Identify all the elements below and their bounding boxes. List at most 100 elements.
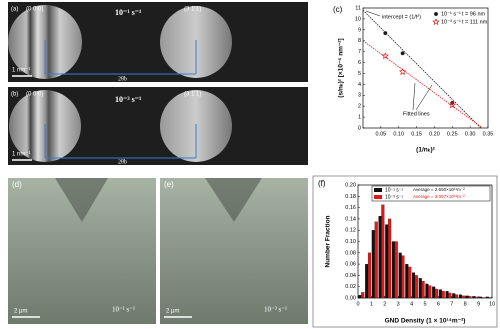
annotation: Fitted lines xyxy=(403,111,430,117)
panel-a: (a) (0 0 0) (3 1̄ 1) 10⁻¹ s⁻¹ 1 nm⁻¹ 2θb xyxy=(8,2,308,82)
angle-label: 2θb xyxy=(118,159,127,165)
fit-line xyxy=(362,40,483,129)
y-tick-label: 1 xyxy=(358,115,361,121)
panel-e: (e) 10⁻³ s⁻¹ 2 μm xyxy=(160,178,308,324)
y-tick-label: 0.00 xyxy=(345,295,356,301)
y-tick-label: 0.12 xyxy=(345,228,356,234)
histogram-bar xyxy=(394,241,398,299)
histogram-bar xyxy=(448,292,452,299)
x-tick-label: 0.10 xyxy=(393,131,404,137)
legend-label: 10⁻³ s⁻¹ xyxy=(385,194,403,200)
x-tick-label: 3 xyxy=(397,301,400,307)
x-tick-label: 8 xyxy=(464,301,467,307)
fit-line xyxy=(362,9,482,129)
histogram-bar xyxy=(488,297,492,299)
rate-label: 10⁻¹ s⁻¹ xyxy=(112,306,135,314)
y-tick-label: 6 xyxy=(358,60,361,66)
histogram-bar xyxy=(367,252,371,299)
histogram-bar xyxy=(432,286,436,299)
histogram-bar xyxy=(398,252,402,299)
histogram-bar xyxy=(365,264,369,299)
x-tick-label: 4 xyxy=(410,301,413,307)
y-tick-label: 0.14 xyxy=(345,216,356,222)
histogram-bar xyxy=(475,296,479,299)
rate-label: 10⁻³ s⁻¹ xyxy=(264,306,287,314)
legend-label: 10⁻¹ s⁻¹ xyxy=(385,187,403,193)
panel-d: (d) 10⁻¹ s⁻¹ 2 μm xyxy=(8,178,156,324)
star-marker xyxy=(448,101,457,109)
panel-label: (c) xyxy=(333,5,343,14)
legend-note: t = 96 nm xyxy=(462,11,486,17)
x-tick-label: 0.05 xyxy=(375,131,386,137)
x-tick-label: 0.15 xyxy=(411,131,422,137)
legend-label: 10⁻¹ s⁻¹ xyxy=(441,11,461,17)
x-tick-label: 1 xyxy=(370,301,373,307)
indent xyxy=(205,178,262,222)
scale-label: 1 nm⁻¹ xyxy=(12,68,31,74)
x-tick-label: 5 xyxy=(423,301,426,307)
y-tick-label: 4 xyxy=(358,82,361,88)
arrow xyxy=(412,82,416,111)
y-axis-label: Number Fraction xyxy=(325,215,332,267)
x-tick-label: 0.30 xyxy=(465,131,476,137)
legend-note: t = 111 nm xyxy=(462,19,488,25)
histogram-bar xyxy=(385,224,389,299)
histogram-bar xyxy=(479,296,483,299)
scale-label: 2 μm xyxy=(14,309,27,315)
y-tick-label: 0.20 xyxy=(345,182,356,188)
histogram-bar xyxy=(361,292,365,299)
star-marker xyxy=(381,52,390,60)
y-tick-label: 3 xyxy=(358,93,361,99)
histogram-bar xyxy=(408,266,412,299)
legend-label: 10⁻³ s⁻¹ xyxy=(441,19,461,25)
star-marker xyxy=(398,67,407,75)
y-tick-label: 0.10 xyxy=(345,239,356,245)
y-tick-label: 0.08 xyxy=(345,250,356,256)
histogram-bar xyxy=(425,283,429,299)
arrow xyxy=(365,10,381,17)
annotation: intercept = (1/t²) xyxy=(382,14,421,20)
plot-frame xyxy=(357,184,493,299)
histogram-bar xyxy=(441,291,445,299)
x-tick-label: 2 xyxy=(383,301,386,307)
x-axis-label: (1/nₖ)² xyxy=(416,147,435,154)
y-tick-label: 0.16 xyxy=(345,205,356,211)
histogram-bar xyxy=(405,264,409,299)
histogram-bar xyxy=(434,288,438,299)
histogram-bar xyxy=(485,296,489,299)
histogram-bar xyxy=(381,204,385,299)
spot-label: (3 1̄ 1) xyxy=(184,7,201,13)
panel-label: (b) xyxy=(11,92,18,98)
y-tick-label: 0.06 xyxy=(345,262,356,268)
histogram-bar xyxy=(452,293,456,299)
spot-label: (0 0 0) xyxy=(26,7,43,13)
spot-label: (0 0 0) xyxy=(26,92,43,98)
panel-label: (e) xyxy=(164,180,174,189)
legend-note: Average = 2.650×10¹⁴m⁻² xyxy=(413,187,465,192)
y-tick-label: 9 xyxy=(358,27,361,33)
y-tick-label: 2 xyxy=(358,104,361,110)
histogram-bar xyxy=(421,280,425,299)
histogram-bar xyxy=(438,289,442,299)
angle-label: 2θb xyxy=(118,76,127,82)
circle-marker xyxy=(433,11,439,17)
rate-label: 10⁻³ s⁻¹ xyxy=(115,95,142,104)
legend-frame xyxy=(371,185,491,202)
histogram-bar xyxy=(468,296,472,299)
rate-label: 10⁻¹ s⁻¹ xyxy=(115,8,142,17)
panel-b: (b) (0 0 0) (3 1̄ 1) 10⁻³ s⁻¹ 1 nm⁻¹ 2θb xyxy=(8,87,308,165)
x-tick-label: 0 xyxy=(356,301,359,307)
panel-label: (f) xyxy=(318,179,326,188)
plot-frame xyxy=(362,7,489,129)
histogram-bar xyxy=(358,295,362,299)
x-tick-label: 0.35 xyxy=(483,131,494,137)
panel-label: (d) xyxy=(12,180,22,189)
y-tick-label: 0.04 xyxy=(345,273,356,279)
histogram-bar xyxy=(412,272,416,299)
y-tick-label: 5 xyxy=(358,71,361,77)
y-axis-label: (s/nₖ)² [×10⁻⁶ nm⁻²] xyxy=(338,38,345,97)
y-tick-label: 0.02 xyxy=(345,284,356,290)
legend-note: Average = 3.067×10¹⁴m⁻² xyxy=(413,194,465,199)
x-tick-label: 0.25 xyxy=(447,131,458,137)
histogram-bar xyxy=(481,297,485,299)
